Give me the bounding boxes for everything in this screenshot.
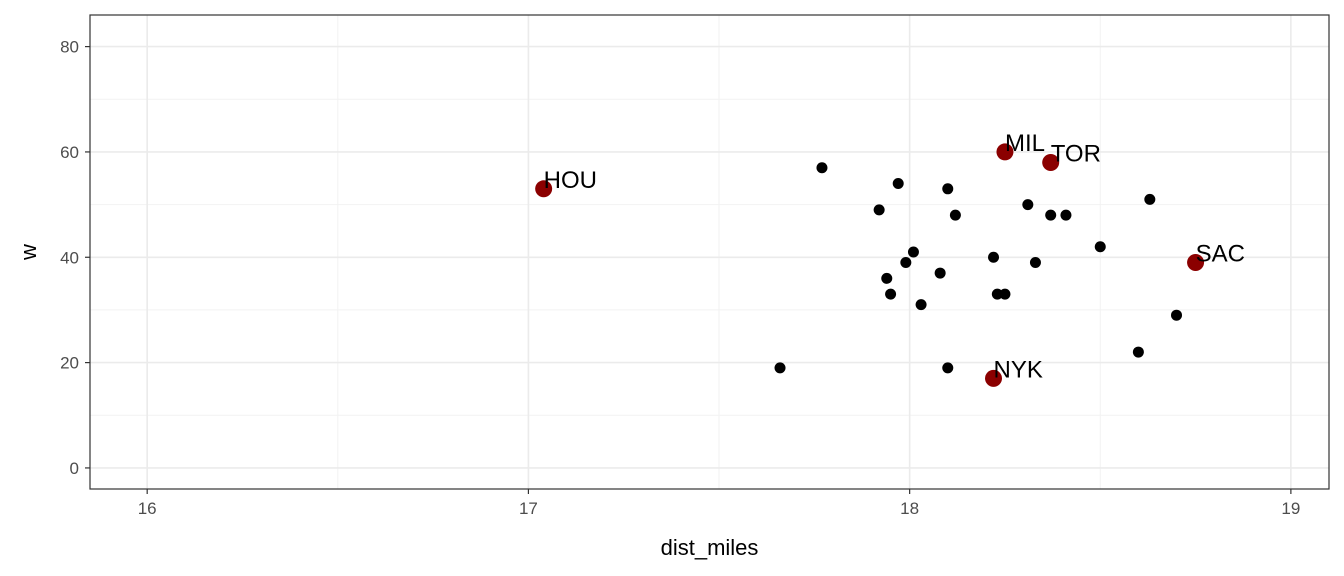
data-point — [1144, 193, 1156, 205]
x-tick-label: 19 — [1281, 499, 1300, 518]
y-tick-label: 40 — [60, 248, 79, 267]
highlighted-point — [1042, 153, 1060, 171]
x-tick-label: 16 — [138, 499, 157, 518]
highlighted-point — [996, 143, 1014, 161]
highlighted-point — [985, 369, 1003, 387]
point-label: NYK — [994, 356, 1043, 383]
x-tick-label: 18 — [900, 499, 919, 518]
data-point — [934, 267, 946, 279]
data-point — [1045, 209, 1057, 221]
data-point — [900, 257, 912, 269]
data-point — [999, 288, 1011, 300]
data-point — [774, 362, 786, 374]
x-axis-ticks: 16 17 18 19 — [138, 489, 1300, 518]
point-label: MIL — [1005, 130, 1045, 157]
data-point — [988, 251, 1000, 263]
data-points — [774, 162, 1183, 374]
x-tick-label: 17 — [519, 499, 538, 518]
y-tick-label: 20 — [60, 354, 79, 373]
highlighted-point-labels: HOU MIL TOR SAC NYK — [544, 130, 1245, 383]
data-point — [1171, 309, 1183, 321]
highlighted-points — [535, 143, 1205, 387]
plot-panel-border — [89, 14, 1330, 490]
data-point — [816, 162, 828, 174]
point-label: HOU — [544, 167, 597, 194]
data-point — [1094, 241, 1106, 253]
data-point — [991, 288, 1003, 300]
y-tick-label: 60 — [60, 143, 79, 162]
data-point — [942, 362, 954, 374]
highlighted-point — [535, 180, 553, 198]
data-point — [942, 183, 954, 195]
y-tick-label: 80 — [60, 38, 79, 57]
data-point — [873, 204, 885, 216]
data-point — [881, 272, 893, 284]
data-point — [885, 288, 897, 300]
data-point — [1022, 199, 1034, 211]
x-axis-title: dist_miles — [661, 535, 759, 560]
data-point — [1060, 209, 1072, 221]
data-point — [1029, 257, 1041, 269]
y-axis-title: w — [16, 244, 41, 261]
data-point — [915, 299, 927, 311]
highlighted-point — [1187, 254, 1205, 272]
point-label: TOR — [1051, 140, 1101, 167]
point-label: SAC — [1196, 241, 1245, 268]
data-point — [949, 209, 961, 221]
data-point — [907, 246, 919, 258]
data-point — [1132, 346, 1144, 358]
y-tick-label: 0 — [70, 459, 79, 478]
y-axis-ticks: 0 20 40 60 80 — [60, 38, 90, 478]
data-point — [892, 178, 904, 190]
